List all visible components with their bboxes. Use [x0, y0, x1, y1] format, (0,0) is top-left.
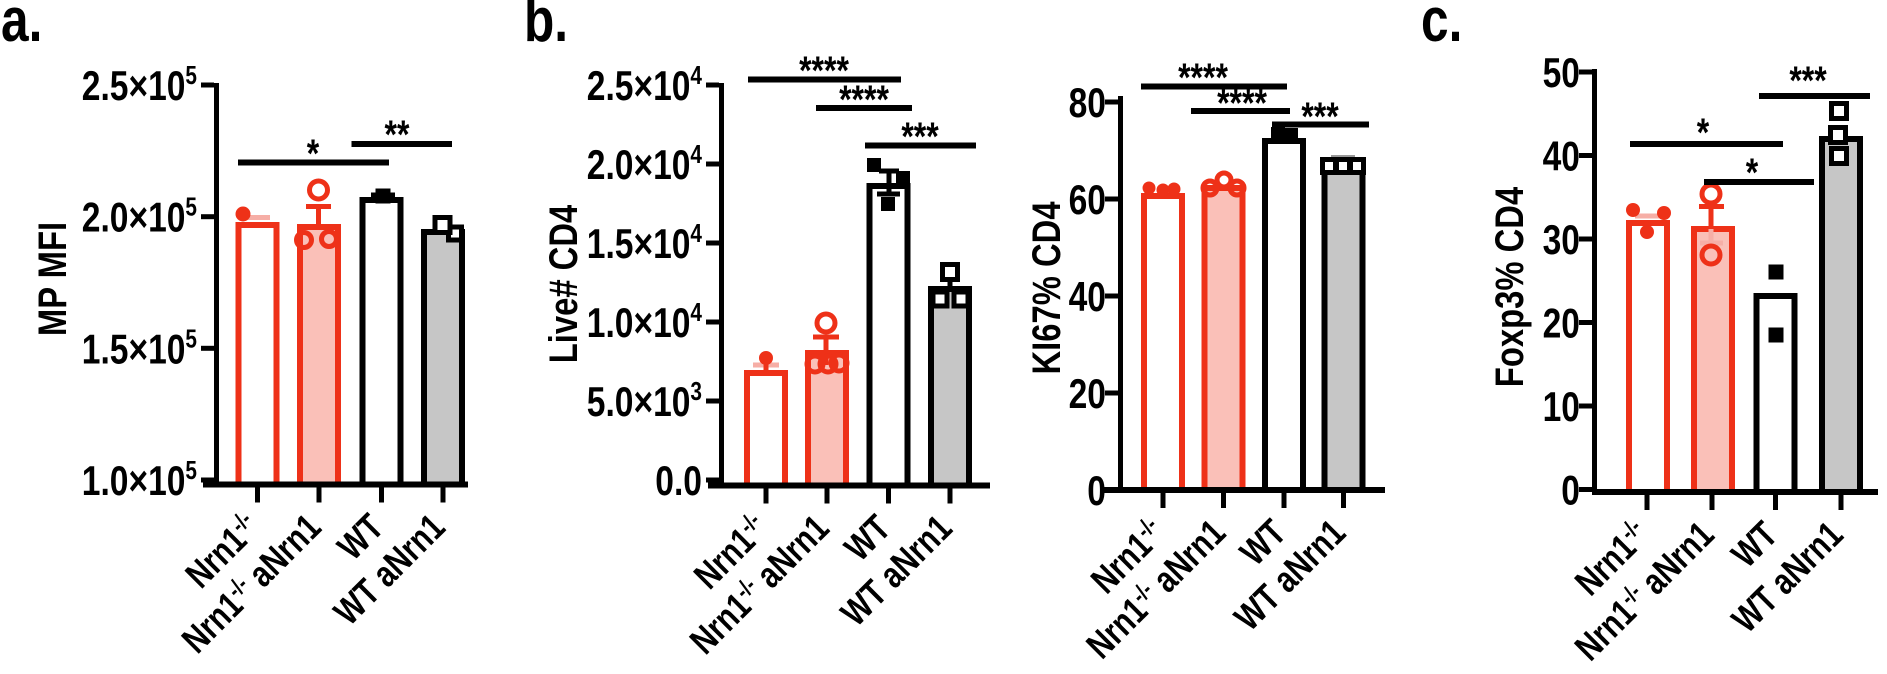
svg-text:2.0×105: 2.0×105 — [82, 193, 197, 242]
svg-text:b.: b. — [524, 0, 568, 54]
svg-text:60: 60 — [1069, 178, 1106, 224]
svg-text:****: **** — [1217, 80, 1268, 125]
svg-text:****: **** — [799, 48, 850, 93]
svg-text:1.0×104: 1.0×104 — [587, 298, 702, 347]
svg-text:40: 40 — [1069, 275, 1106, 321]
svg-text:1.5×104: 1.5×104 — [587, 219, 702, 268]
svg-text:****: **** — [1178, 55, 1229, 100]
svg-text:MP MFI: MP MFI — [30, 222, 75, 336]
svg-text:**: ** — [385, 112, 411, 157]
svg-text:***: *** — [1301, 94, 1339, 139]
svg-text:KI67% CD4: KI67% CD4 — [1024, 201, 1069, 375]
svg-text:0: 0 — [1087, 469, 1106, 515]
svg-text:2.5×104: 2.5×104 — [587, 61, 702, 110]
svg-text:*: * — [1746, 150, 1759, 195]
svg-text:a.: a. — [1, 0, 42, 54]
svg-text:20: 20 — [1543, 301, 1580, 347]
svg-text:20: 20 — [1069, 372, 1106, 418]
svg-text:2.0×104: 2.0×104 — [587, 140, 702, 189]
svg-text:80: 80 — [1069, 81, 1106, 127]
svg-text:40: 40 — [1543, 134, 1580, 180]
svg-text:5.0×103: 5.0×103 — [587, 377, 702, 426]
svg-text:*: * — [1697, 110, 1710, 155]
svg-text:1.5×105: 1.5×105 — [82, 324, 197, 373]
svg-text:0: 0 — [1561, 468, 1580, 514]
svg-text:Live# CD4: Live# CD4 — [541, 204, 586, 363]
svg-text:30: 30 — [1543, 218, 1580, 264]
svg-text:0.0: 0.0 — [655, 459, 702, 505]
svg-text:10: 10 — [1543, 385, 1580, 431]
svg-text:***: *** — [1789, 58, 1827, 103]
svg-text:***: *** — [901, 114, 939, 159]
svg-text:****: **** — [839, 77, 890, 122]
svg-text:1.0×105: 1.0×105 — [82, 456, 197, 505]
svg-text:Foxp3% CD4: Foxp3% CD4 — [1487, 186, 1532, 387]
svg-text:2.5×105: 2.5×105 — [82, 61, 197, 110]
svg-text:c.: c. — [1421, 0, 1462, 54]
svg-text:50: 50 — [1543, 51, 1580, 97]
svg-text:*: * — [307, 131, 320, 176]
